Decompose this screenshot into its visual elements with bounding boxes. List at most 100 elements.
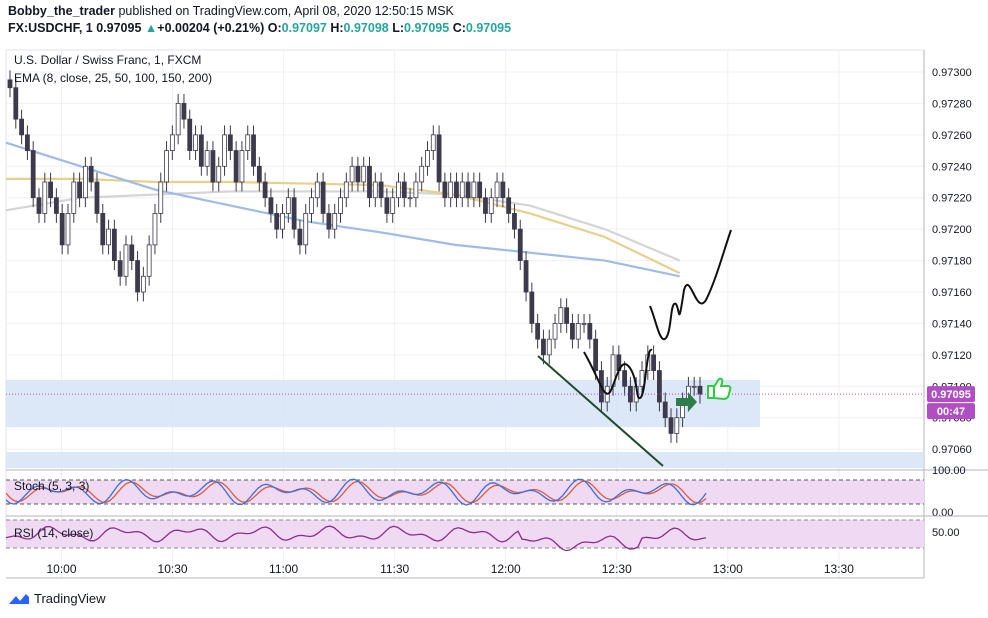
candle-body — [657, 370, 662, 403]
tradingview-logo[interactable]: TradingView — [8, 591, 106, 606]
candle-body — [459, 181, 465, 199]
change: +0.00204 (+0.21%) — [157, 21, 265, 35]
candle-body — [349, 165, 355, 183]
candle-body — [639, 370, 645, 387]
candle-body — [448, 181, 454, 199]
support-zone — [6, 380, 760, 428]
countdown-badge-bg — [927, 403, 975, 420]
candle-body — [280, 213, 285, 230]
candle-body — [691, 385, 697, 388]
candle-body — [541, 338, 546, 356]
candle-body — [396, 181, 401, 199]
candle-body — [100, 213, 106, 246]
ema-fast-line — [5, 141, 680, 278]
author-name[interactable]: Bobby_the_trader — [8, 4, 115, 18]
candle-body — [430, 134, 436, 151]
candle-body — [239, 150, 245, 183]
low-label: L: — [392, 21, 405, 35]
candle-body — [355, 165, 361, 183]
footer-logo-text: TradingView — [34, 591, 106, 606]
stoch-d-line — [5, 480, 707, 504]
candle-body — [291, 197, 297, 230]
candle-body — [419, 165, 425, 183]
symbol: FX:USDCHF, 1 — [8, 21, 93, 35]
thumbs-up-shape — [707, 377, 732, 401]
candle-body — [30, 150, 36, 199]
last-price: 0.97095 — [96, 21, 142, 35]
candle-body — [384, 197, 390, 214]
tradingview-cloud-icon — [9, 593, 29, 604]
ema-mid-line — [6, 177, 681, 275]
candle-body — [245, 134, 251, 151]
candle-body — [256, 165, 262, 183]
countdown-badge-text: 00:47 — [937, 406, 965, 418]
candle-body — [512, 213, 517, 230]
candle-body — [442, 181, 448, 199]
candle-body — [436, 134, 442, 183]
y-tick-label: 0.97140 — [932, 318, 972, 330]
candle-body — [297, 228, 303, 246]
candle-body — [668, 417, 674, 434]
y-tick-label: 0.97120 — [932, 350, 972, 362]
candle-body — [268, 197, 274, 214]
candle-body — [401, 181, 407, 199]
candle-body — [77, 181, 82, 199]
candle-body — [587, 323, 593, 340]
y-tick-label: 0.97300 — [932, 67, 972, 79]
x-tick-label: 11:30 — [380, 562, 409, 576]
candle-body — [204, 150, 210, 167]
low-value: 0.97095 — [404, 21, 450, 35]
candle-body — [65, 213, 71, 246]
candle-body — [494, 181, 500, 199]
y-tick-label: 0.97200 — [932, 224, 972, 236]
candle-body — [465, 181, 471, 199]
legend-pair: U.S. Dollar / Swiss Franc, 1, FXCM — [14, 53, 202, 67]
candle-body — [372, 181, 378, 199]
x-tick-label: 11:00 — [269, 562, 298, 576]
candle-body — [59, 213, 65, 246]
x-tick-label: 10:30 — [158, 562, 188, 576]
candle-body — [48, 181, 53, 199]
support-zone-lower — [6, 452, 924, 468]
y-tick-label: 0.97160 — [932, 287, 972, 299]
thumbs-up-icon — [707, 377, 732, 401]
candle-body — [662, 401, 668, 419]
candle-body — [575, 323, 581, 340]
candle-body — [7, 79, 13, 89]
open-label: O: — [267, 21, 282, 35]
candle-body — [535, 323, 541, 340]
candle-body — [135, 260, 140, 293]
candle-body — [82, 165, 88, 199]
candle-body — [651, 354, 657, 371]
candle-body — [500, 181, 506, 199]
ema-slow-line — [5, 190, 681, 262]
y-tick-label: 0.97280 — [932, 98, 972, 110]
candle-body — [517, 228, 523, 261]
rsi-axis-50: 50.00 — [932, 527, 960, 539]
candle-body — [88, 165, 94, 183]
price-badge-bg — [927, 386, 975, 403]
candle-body — [158, 181, 164, 214]
candle-body — [413, 181, 419, 199]
stoch-axis-bottom: 0.00 — [932, 507, 953, 519]
close-value: 0.97095 — [465, 21, 512, 35]
candle-body — [222, 134, 227, 167]
projection-curve — [649, 229, 732, 341]
candle-body — [187, 118, 193, 151]
candle-body — [227, 134, 233, 151]
x-tick-label: 13:30 — [824, 562, 854, 576]
open-value: 0.97097 — [281, 21, 327, 35]
candle-body — [233, 150, 239, 183]
candle-body — [332, 213, 338, 230]
rsi-line — [5, 525, 707, 552]
candle-body — [593, 338, 599, 371]
candle-body — [326, 213, 332, 230]
candle-body — [483, 197, 488, 214]
candle-body — [570, 323, 575, 340]
candle-body — [181, 103, 187, 120]
y-tick-label: 0.97260 — [932, 130, 972, 142]
candle-body — [622, 370, 628, 387]
candle-body — [152, 213, 158, 246]
change-up-icon: ▲ — [144, 21, 158, 35]
